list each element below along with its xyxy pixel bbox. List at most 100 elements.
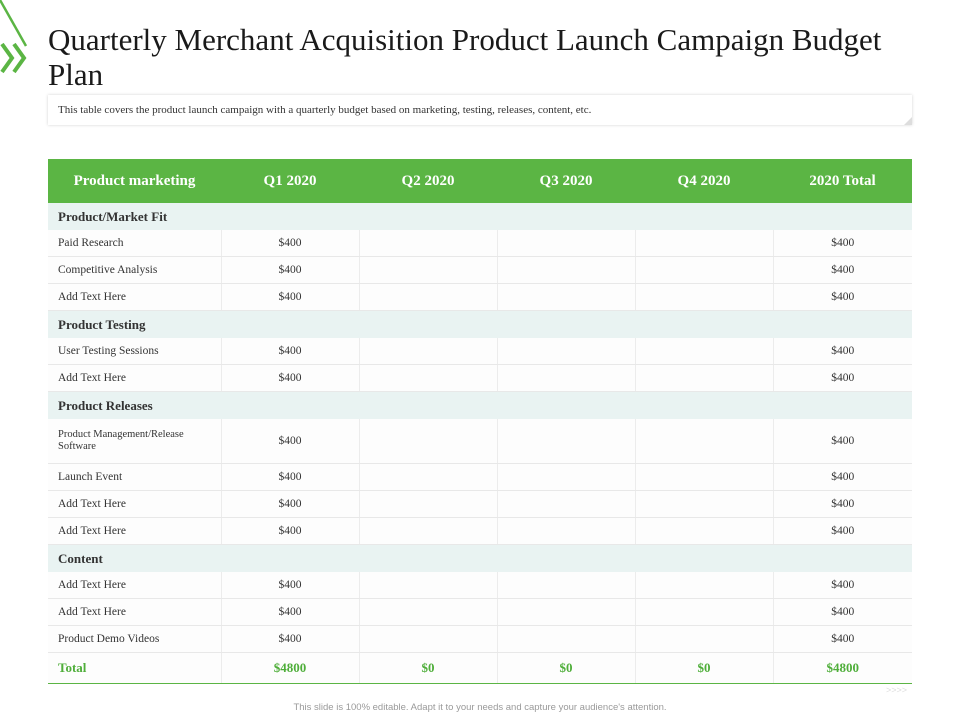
description-text: This table covers the product launch cam… <box>58 104 592 116</box>
total-cell: $400 <box>773 517 912 545</box>
column-header: Q3 2020 <box>497 159 635 203</box>
q2-cell <box>359 490 498 518</box>
total-cell: $400 <box>773 364 912 392</box>
table-row: Product Demo Videos $400 $400 <box>48 625 912 653</box>
total-row: Total $4800 $0 $0 $0 $4800 <box>48 652 912 684</box>
q4-cell <box>635 419 774 464</box>
q4-cell <box>635 490 774 518</box>
q2-cell <box>359 230 498 257</box>
row-label: Add Text Here <box>48 283 222 311</box>
q3-cell <box>497 364 636 392</box>
table-row: Product Management/Release Software $400… <box>48 419 912 464</box>
total-cell: $400 <box>773 230 912 257</box>
q1-cell: $400 <box>221 463 360 491</box>
q1-cell: $400 <box>221 256 360 284</box>
q3-cell <box>497 419 636 464</box>
total-cell: $400 <box>773 463 912 491</box>
q1-cell: $400 <box>221 517 360 545</box>
column-header: Q1 2020 <box>221 159 359 203</box>
q3-cell <box>497 598 636 626</box>
column-header: Q2 2020 <box>359 159 497 203</box>
q2-cell <box>359 338 498 365</box>
total-label: Total <box>48 652 222 684</box>
table-row: Add Text Here $400 $400 <box>48 598 912 626</box>
q4-cell <box>635 338 774 365</box>
row-label: User Testing Sessions <box>48 338 222 365</box>
section-row: Content <box>48 544 912 572</box>
table-row: Add Text Here $400 $400 <box>48 572 912 599</box>
total-cell: $400 <box>773 572 912 599</box>
q2-cell <box>359 572 498 599</box>
q1-cell: $400 <box>221 283 360 311</box>
page-fold-corner <box>904 117 912 125</box>
chevron-accent-icon <box>0 42 27 74</box>
q4-cell <box>635 463 774 491</box>
q1-cell: $400 <box>221 364 360 392</box>
row-label: Launch Event <box>48 463 222 491</box>
table-row: User Testing Sessions $400 $400 <box>48 338 912 365</box>
q3-total: $0 <box>497 652 636 684</box>
total-cell: $400 <box>773 625 912 653</box>
section-title: Product Releases <box>48 391 912 419</box>
q4-cell <box>635 364 774 392</box>
row-label: Add Text Here <box>48 490 222 518</box>
q4-cell <box>635 230 774 257</box>
row-label: Add Text Here <box>48 364 222 392</box>
total-cell: $400 <box>773 490 912 518</box>
column-header: 2020 Total <box>773 159 912 203</box>
q1-total: $4800 <box>221 652 360 684</box>
q4-cell <box>635 572 774 599</box>
q4-cell <box>635 598 774 626</box>
q4-cell <box>635 625 774 653</box>
q1-cell: $400 <box>221 625 360 653</box>
row-label: Product Demo Videos <box>48 625 222 653</box>
q2-cell <box>359 463 498 491</box>
q3-cell <box>497 230 636 257</box>
table-row: Add Text Here $400 $400 <box>48 364 912 392</box>
section-title: Product Testing <box>48 310 912 338</box>
q3-cell <box>497 256 636 284</box>
q3-cell <box>497 572 636 599</box>
table-row: Competitive Analysis $400 $400 <box>48 256 912 284</box>
row-label: Competitive Analysis <box>48 256 222 284</box>
q4-cell <box>635 517 774 545</box>
decorative-arrows-icon: >>>> <box>886 685 908 695</box>
q1-cell: $400 <box>221 490 360 518</box>
q2-cell <box>359 517 498 545</box>
q2-cell <box>359 419 498 464</box>
table-row: Add Text Here $400 $400 <box>48 490 912 518</box>
footer-note: This slide is 100% editable. Adapt it to… <box>293 702 667 713</box>
row-label: Product Management/Release Software <box>48 419 222 464</box>
description-box: This table covers the product launch cam… <box>48 95 912 125</box>
total-cell: $400 <box>773 598 912 626</box>
q3-cell <box>497 338 636 365</box>
table-row: Add Text Here $400 $400 <box>48 283 912 311</box>
section-row: Product Releases <box>48 391 912 419</box>
q2-total: $0 <box>359 652 498 684</box>
q3-cell <box>497 490 636 518</box>
row-label: Add Text Here <box>48 572 222 599</box>
total-cell: $400 <box>773 283 912 311</box>
q3-cell <box>497 463 636 491</box>
q2-cell <box>359 364 498 392</box>
section-row: Product Testing <box>48 310 912 338</box>
total-cell: $400 <box>773 256 912 284</box>
table-row: Launch Event $400 $400 <box>48 463 912 491</box>
q4-cell <box>635 256 774 284</box>
row-label: Add Text Here <box>48 598 222 626</box>
q2-cell <box>359 598 498 626</box>
q3-cell <box>497 517 636 545</box>
table-row: Paid Research $400 $400 <box>48 230 912 257</box>
table-row: Add Text Here $400 $400 <box>48 517 912 545</box>
q2-cell <box>359 283 498 311</box>
q4-cell <box>635 283 774 311</box>
q3-cell <box>497 283 636 311</box>
section-title: Product/Market Fit <box>48 203 912 230</box>
q1-cell: $400 <box>221 338 360 365</box>
q2-cell <box>359 625 498 653</box>
row-label: Add Text Here <box>48 517 222 545</box>
budget-table: Product marketing Q1 2020 Q2 2020 Q3 202… <box>48 159 912 684</box>
total-cell: $400 <box>773 419 912 464</box>
page-title: Quarterly Merchant Acquisition Product L… <box>48 22 882 92</box>
row-label: Paid Research <box>48 230 222 257</box>
